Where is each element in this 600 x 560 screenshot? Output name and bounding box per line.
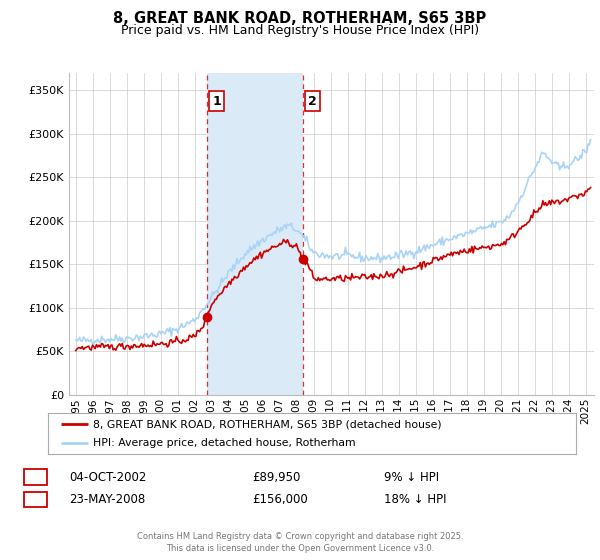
Text: 2: 2	[31, 493, 40, 506]
Text: Contains HM Land Registry data © Crown copyright and database right 2025.
This d: Contains HM Land Registry data © Crown c…	[137, 533, 463, 553]
Text: £89,950: £89,950	[252, 470, 301, 484]
Bar	[208, 73, 303, 395]
Text: HPI: Average price, detached house, Rotherham: HPI: Average price, detached house, Roth…	[93, 438, 356, 447]
Text: 1: 1	[31, 470, 40, 484]
Text: 8, GREAT BANK ROAD, ROTHERHAM, S65 3BP: 8, GREAT BANK ROAD, ROTHERHAM, S65 3BP	[113, 11, 487, 26]
Text: 1: 1	[212, 95, 221, 108]
Text: 23-MAY-2008: 23-MAY-2008	[69, 493, 145, 506]
Text: 04-OCT-2002: 04-OCT-2002	[69, 470, 146, 484]
Text: 9% ↓ HPI: 9% ↓ HPI	[384, 470, 439, 484]
Text: 18% ↓ HPI: 18% ↓ HPI	[384, 493, 446, 506]
Text: 8, GREAT BANK ROAD, ROTHERHAM, S65 3BP (detached house): 8, GREAT BANK ROAD, ROTHERHAM, S65 3BP (…	[93, 419, 442, 429]
Text: 2: 2	[308, 95, 317, 108]
Text: Price paid vs. HM Land Registry's House Price Index (HPI): Price paid vs. HM Land Registry's House …	[121, 24, 479, 37]
Text: £156,000: £156,000	[252, 493, 308, 506]
